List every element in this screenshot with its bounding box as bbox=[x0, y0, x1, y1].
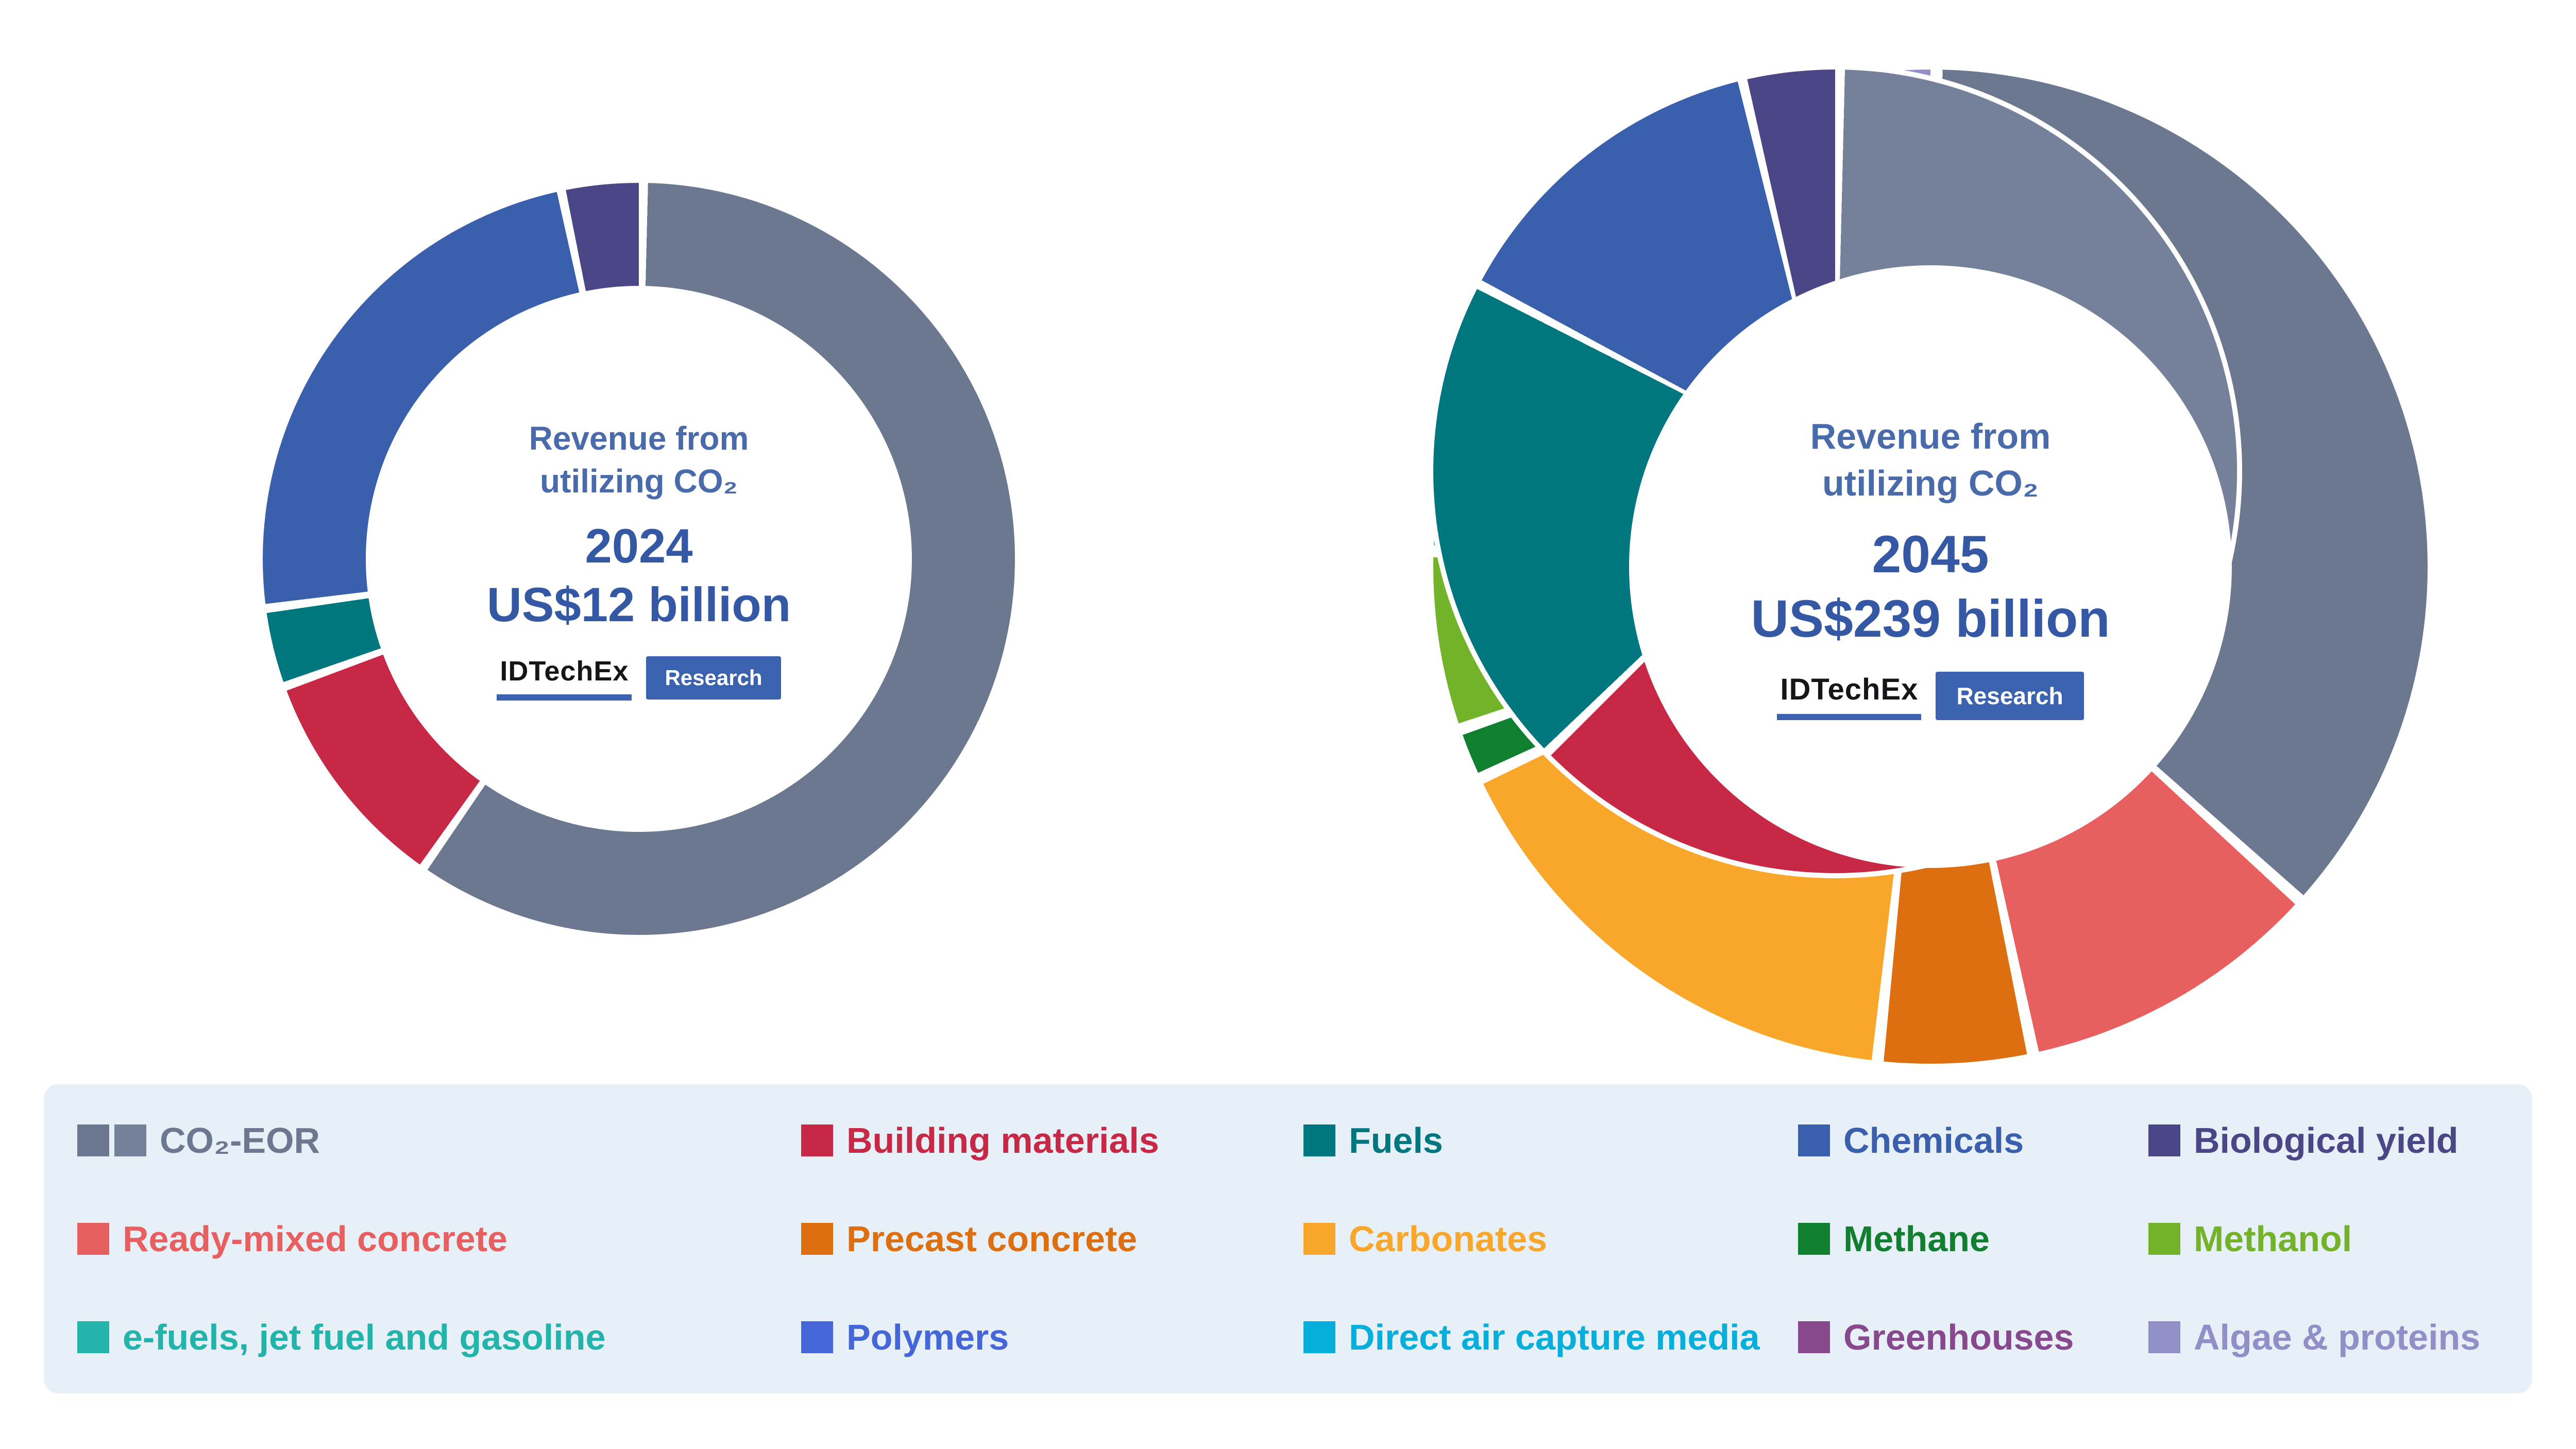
legend-item-carbonates: Carbonates bbox=[1303, 1218, 1798, 1259]
donut-2024-center: Revenue from utilizing CO₂ 2024 US$12 bi… bbox=[366, 286, 912, 832]
donut-2045-center: Revenue from utilizing CO₂ 2045 US$239 b… bbox=[1629, 265, 2232, 868]
legend-item-co-eor: CO₂-EOR bbox=[77, 1120, 801, 1161]
donut-chart-2024: Revenue from utilizing CO₂ 2024 US$12 bi… bbox=[263, 183, 1015, 935]
legend-label: Building materials bbox=[846, 1120, 1159, 1161]
donut-2024-year: 2024 bbox=[585, 519, 693, 573]
legend-label: Algae & proteins bbox=[2194, 1317, 2481, 1357]
legend-swatch bbox=[77, 1124, 109, 1157]
logo-badge: Research bbox=[646, 656, 781, 700]
legend-row: Ready-mixed concrete Precast concrete Carb… bbox=[77, 1190, 2512, 1288]
logo-badge: Research bbox=[1936, 672, 2084, 720]
logo: IDTechEx Research bbox=[497, 655, 781, 701]
logo-wordmark: IDTechEx bbox=[497, 655, 632, 701]
legend-swatch bbox=[2148, 1321, 2180, 1353]
legend-item-methane: Methane bbox=[1798, 1218, 2148, 1259]
legend-row: CO₂-EOR Building materials Fuels Chemicals B… bbox=[77, 1092, 2512, 1190]
legend-label: CO₂-EOR bbox=[160, 1120, 320, 1161]
legend-swatch bbox=[114, 1124, 146, 1157]
legend-label: Methanol bbox=[2194, 1218, 2352, 1259]
legend-item-precast-concrete: Precast concrete bbox=[801, 1218, 1303, 1259]
legend-item-fuels: Fuels bbox=[1303, 1120, 1798, 1161]
legend-label: Biological yield bbox=[2194, 1120, 2459, 1161]
legend-swatch bbox=[1303, 1222, 1335, 1255]
legend-item-chemicals: Chemicals bbox=[1798, 1120, 2148, 1161]
donut-2024-title: Revenue from utilizing CO₂ bbox=[529, 419, 749, 500]
legend-label: Methane bbox=[1843, 1218, 1990, 1259]
donut-2024-total: US$12 billion bbox=[486, 577, 791, 632]
legend-item-polymers: Polymers bbox=[801, 1317, 1303, 1358]
donut-2045-total: US$239 billion bbox=[1751, 589, 2110, 648]
legend-swatch bbox=[801, 1321, 833, 1353]
legend-item-biological-yield: Biological yield bbox=[2148, 1120, 2512, 1161]
legend-item-ready-mixed-concrete: Ready-mixed concrete bbox=[77, 1218, 801, 1259]
legend-swatch bbox=[77, 1321, 109, 1353]
legend-swatch bbox=[1303, 1321, 1335, 1353]
legend-item-methanol: Methanol bbox=[2148, 1218, 2512, 1259]
legend-label: Fuels bbox=[1349, 1120, 1443, 1161]
legend-label: Greenhouses bbox=[1843, 1317, 2074, 1357]
legend-swatch bbox=[1798, 1321, 1830, 1353]
legend-swatch bbox=[2148, 1124, 2180, 1157]
legend-label: Polymers bbox=[846, 1317, 1009, 1357]
legend-item-greenhouses: Greenhouses bbox=[1798, 1317, 2148, 1358]
legend-swatch bbox=[1303, 1124, 1335, 1157]
legend-swatch bbox=[1798, 1124, 1830, 1157]
legend-label: Carbonates bbox=[1349, 1218, 1548, 1259]
legend-item-e-fuels-jet-fuel-and-gasoline: e-fuels, jet fuel and gasoline bbox=[77, 1317, 801, 1358]
logo: IDTechEx Research bbox=[1777, 672, 2084, 720]
legend-item-direct-air-capture-media: Direct air capture media bbox=[1303, 1317, 1798, 1358]
legend-item-building-materials: Building materials bbox=[801, 1120, 1303, 1161]
legend-swatch bbox=[801, 1124, 833, 1157]
legend-panel: CO₂-EOR Building materials Fuels Chemicals B… bbox=[44, 1084, 2532, 1393]
legend-label: e-fuels, jet fuel and gasoline bbox=[123, 1317, 606, 1357]
legend-label: Direct air capture media bbox=[1349, 1317, 1760, 1357]
legend-label: Chemicals bbox=[1843, 1120, 2024, 1161]
legend-label: Ready-mixed concrete bbox=[123, 1218, 507, 1259]
legend-item-algae-proteins: Algae & proteins bbox=[2148, 1317, 2512, 1358]
donut-chart-2045: Revenue from utilizing CO₂ 2045 US$239 b… bbox=[1433, 70, 2428, 1064]
logo-wordmark: IDTechEx bbox=[1777, 672, 1922, 720]
legend-swatch bbox=[801, 1222, 833, 1255]
legend-row: e-fuels, jet fuel and gasoline Polymers Di… bbox=[77, 1288, 2512, 1386]
legend-label: Precast concrete bbox=[846, 1218, 1138, 1259]
legend-swatch bbox=[2148, 1222, 2180, 1255]
legend-swatch bbox=[1798, 1222, 1830, 1255]
legend-swatch bbox=[77, 1222, 109, 1255]
donut-2045-year: 2045 bbox=[1872, 525, 1989, 584]
donut-2045-title: Revenue from utilizing CO₂ bbox=[1810, 416, 2051, 503]
